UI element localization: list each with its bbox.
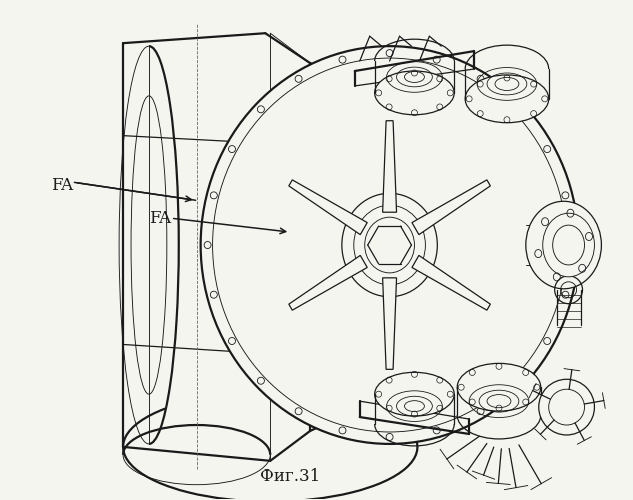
Text: Фиг.31: Фиг.31: [260, 468, 320, 485]
Ellipse shape: [457, 364, 541, 411]
Ellipse shape: [539, 380, 594, 435]
Polygon shape: [382, 120, 396, 212]
Ellipse shape: [526, 202, 601, 289]
Ellipse shape: [342, 194, 437, 296]
Ellipse shape: [542, 213, 594, 277]
Ellipse shape: [375, 71, 454, 115]
Text: FA: FA: [149, 210, 171, 226]
Ellipse shape: [465, 75, 549, 122]
Polygon shape: [412, 256, 491, 310]
Text: FA: FA: [51, 177, 73, 194]
Polygon shape: [289, 256, 367, 310]
Ellipse shape: [201, 46, 579, 444]
Polygon shape: [412, 180, 491, 234]
Polygon shape: [289, 180, 367, 234]
Ellipse shape: [375, 372, 454, 416]
Polygon shape: [382, 278, 396, 370]
